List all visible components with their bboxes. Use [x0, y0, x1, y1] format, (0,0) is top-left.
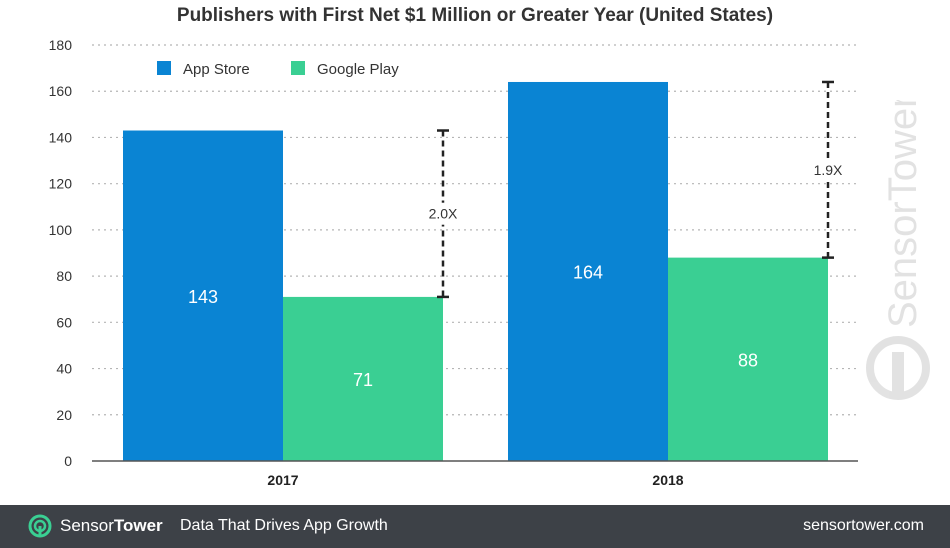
bar	[123, 130, 283, 461]
bar	[283, 296, 443, 461]
x-tick-label: 2018	[652, 472, 683, 488]
sensor-tower-logo-icon	[28, 514, 52, 538]
y-tick-label: 80	[56, 268, 72, 284]
watermark-logo-icon	[866, 336, 930, 400]
y-tick-label: 0	[64, 453, 72, 469]
y-tick-label: 100	[49, 222, 73, 238]
footer-tagline: Data That Drives App Growth	[180, 517, 388, 534]
footer-brand-second: Tower	[113, 516, 163, 535]
y-tick-label: 160	[49, 83, 73, 99]
footer-brand: SensorTower	[60, 516, 163, 536]
footer-brand-first: Sensor	[60, 516, 114, 535]
watermark-text: SensorTower	[881, 100, 925, 328]
ratio-label: 2.0X	[429, 206, 458, 222]
chart-title: Publishers with First Net $1 Million or …	[176, 5, 774, 26]
bar-value-label: 164	[573, 262, 603, 282]
footer-url[interactable]: sensortower.com	[803, 517, 924, 534]
chart-plot: 0 20 40 60 80 100 120 140 160 180 143 71 2017 2.0X 164…	[49, 37, 858, 488]
y-tick-label: 180	[49, 37, 73, 53]
legend-swatch	[157, 61, 171, 75]
legend-swatch	[291, 61, 305, 75]
y-tick-label: 40	[56, 361, 72, 377]
legend-label: App Store	[183, 61, 250, 78]
legend-label: Google Play	[317, 61, 399, 78]
watermark-logo: SensorTower	[866, 100, 930, 400]
bar-value-label: 143	[188, 287, 218, 307]
y-tick-label: 120	[49, 176, 73, 192]
ratio-label: 1.9X	[814, 162, 843, 178]
y-tick-label: 140	[49, 129, 73, 145]
bar-value-label: 71	[353, 370, 373, 390]
bar	[508, 81, 668, 461]
chart: Publishers with First Net $1 Million or …	[49, 5, 858, 488]
y-tick-label: 20	[56, 407, 72, 423]
ratio-label-bg	[423, 202, 463, 225]
x-tick-label: 2017	[267, 472, 298, 488]
bar-value-label: 88	[738, 350, 758, 370]
ratio-label-bg	[808, 158, 848, 181]
footer-bar: SensorTower Data That Drives App Growth …	[0, 505, 950, 548]
bar	[668, 257, 828, 461]
y-tick-label: 60	[56, 314, 72, 330]
